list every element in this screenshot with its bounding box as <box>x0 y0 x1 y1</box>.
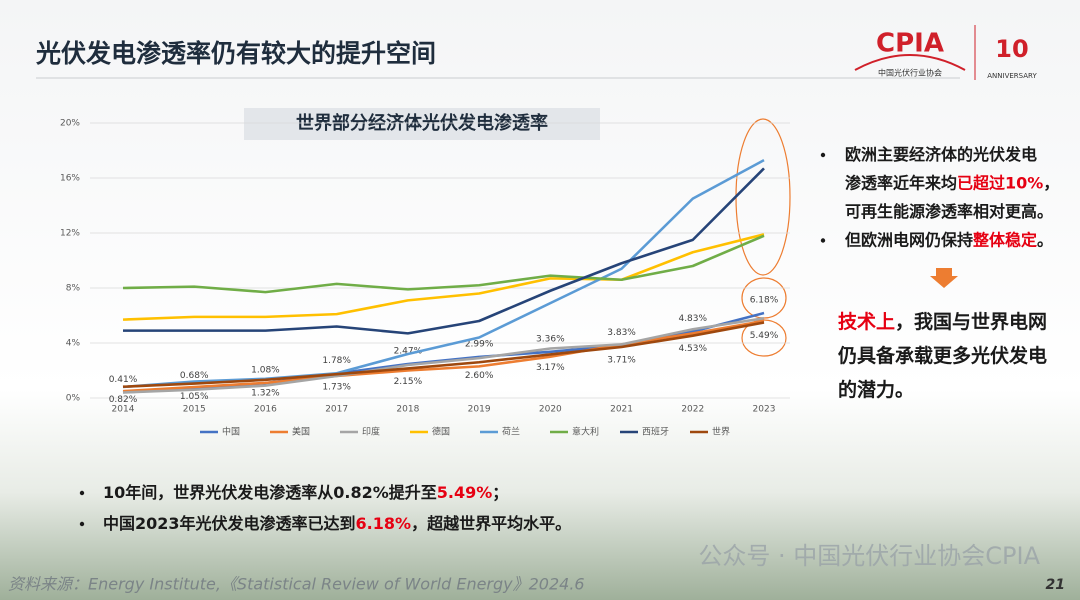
text-segment: 已超过10% <box>957 173 1043 192</box>
legend-label: 荷兰 <box>502 426 520 438</box>
data-label: 1.78% <box>322 356 351 366</box>
logo-name: CPIA <box>876 29 944 59</box>
bullet <box>820 152 826 158</box>
anniversary-text: ANNIVERSARY <box>987 72 1037 80</box>
text-segment: 渗透率近年来均 <box>845 173 957 192</box>
legend-label: 印度 <box>362 426 380 438</box>
note-line: 渗透率近年来均已超过10%， <box>845 173 1059 192</box>
slide-title: 光伏发电渗透率仍有较大的提升空间 <box>35 39 436 68</box>
data-label: 1.05% <box>180 392 209 402</box>
data-label: 1.08% <box>251 366 280 376</box>
data-label: 3.83% <box>607 328 636 338</box>
series-line <box>122 319 765 393</box>
data-label: 2.60% <box>465 371 494 381</box>
bottom-note: 中国2023年光伏发电渗透率已达到6.18%，超越世界平均水平。 <box>103 514 571 533</box>
text-segment: 中国2023年光伏发电渗透率已达到 <box>103 514 356 533</box>
highlight-circle <box>741 277 787 319</box>
data-label: 5.49% <box>750 331 779 341</box>
data-label: 2.47% <box>394 347 423 357</box>
x-tick-label: 2022 <box>681 405 704 415</box>
legend-label: 世界 <box>712 426 730 438</box>
data-label: 2.15% <box>394 377 423 387</box>
note-line: 可再生能源渗透率相对更高。 <box>845 202 1053 221</box>
series-line <box>122 233 765 321</box>
note-line: 但欧洲电网仍保持整体稳定。 <box>845 230 1053 249</box>
text-segment: 技术上 <box>838 310 895 333</box>
x-tick-label: 2014 <box>112 405 135 415</box>
text-segment: 的潜力。 <box>838 378 914 401</box>
data-label: 1.32% <box>251 388 280 398</box>
conclusion-line: 仍具备承载更多光伏发电 <box>838 344 1047 367</box>
bullet <box>79 521 85 527</box>
series-line <box>123 167 765 335</box>
down-arrow <box>930 268 958 288</box>
x-tick-label: 2021 <box>610 405 633 415</box>
data-label: 0.68% <box>180 371 209 381</box>
text-segment: ； <box>492 483 508 502</box>
x-tick-label: 2016 <box>254 405 277 415</box>
chart-title-box <box>244 108 600 140</box>
text-segment: 5.49% <box>437 483 493 502</box>
series-line <box>122 234 765 294</box>
text-segment: 。 <box>1037 230 1053 249</box>
legend-label: 德国 <box>432 426 450 438</box>
data-label: 0.82% <box>109 395 138 405</box>
data-label: 3.71% <box>607 355 636 365</box>
source: 资料来源：Energy Institute,《Statistical Revie… <box>8 575 585 594</box>
text-segment: ，我国与世界电网 <box>895 310 1047 333</box>
series-line <box>122 321 765 389</box>
text-segment: 仍具备承载更多光伏发电 <box>838 344 1047 367</box>
data-label: 2.99% <box>465 339 494 349</box>
logo-arc <box>854 54 966 71</box>
bullet <box>820 238 826 243</box>
text-segment: ， <box>1043 173 1059 192</box>
note-line: 欧洲主要经济体的光伏发电 <box>845 145 1037 164</box>
data-label: 0.41% <box>109 375 138 385</box>
data-label: 3.17% <box>536 363 565 373</box>
anniversary-mark: 10 <box>995 35 1028 63</box>
legend-label: 西班牙 <box>642 426 669 438</box>
y-tick-label: 12% <box>60 229 80 239</box>
text-segment: 可再生能源渗透率相对更高。 <box>845 202 1053 221</box>
y-tick-label: 0% <box>66 394 81 404</box>
text-segment: 10年间，世界光伏发电渗透率从0.82%提升至 <box>103 483 437 502</box>
bullet <box>79 490 85 496</box>
x-tick-label: 2017 <box>325 405 348 415</box>
series-line <box>122 316 765 394</box>
data-label: 4.53% <box>678 344 707 354</box>
data-label: 3.36% <box>536 334 565 344</box>
legend-label: 美国 <box>292 426 310 438</box>
legend-label: 中国 <box>222 426 240 438</box>
y-tick-label: 8% <box>66 284 81 294</box>
y-tick-label: 16% <box>60 174 80 184</box>
y-tick-label: 4% <box>66 339 81 349</box>
watermark: 公众号 · 中国光伏行业协会CPIA <box>698 542 1040 570</box>
text-segment: 但欧洲电网仍保持 <box>845 230 973 249</box>
x-tick-label: 2015 <box>183 405 206 415</box>
data-label: 1.73% <box>322 383 351 393</box>
data-label: 6.18% <box>750 296 779 306</box>
x-tick-label: 2019 <box>468 405 491 415</box>
bottom-note: 10年间，世界光伏发电渗透率从0.82%提升至5.49%； <box>103 483 508 502</box>
x-tick-label: 2020 <box>539 405 562 415</box>
highlight-circle <box>741 319 787 357</box>
text-segment: 整体稳定 <box>972 230 1037 249</box>
y-tick-label: 20% <box>60 119 80 129</box>
text-segment: ，超越世界平均水平。 <box>411 514 571 533</box>
logo-subtitle: 中国光伏行业协会 <box>878 68 942 78</box>
text-segment: 欧洲主要经济体的光伏发电 <box>845 145 1037 164</box>
series-line <box>122 158 765 389</box>
x-tick-label: 2018 <box>396 405 419 415</box>
data-label: 4.83% <box>678 314 707 324</box>
conclusion-line: 的潜力。 <box>838 378 914 401</box>
legend-label: 意大利 <box>572 426 599 438</box>
conclusion-line: 技术上，我国与世界电网 <box>838 310 1047 333</box>
x-tick-label: 2023 <box>753 405 776 415</box>
text-segment: 6.18% <box>356 514 412 533</box>
page-number: 21 <box>1046 577 1065 593</box>
